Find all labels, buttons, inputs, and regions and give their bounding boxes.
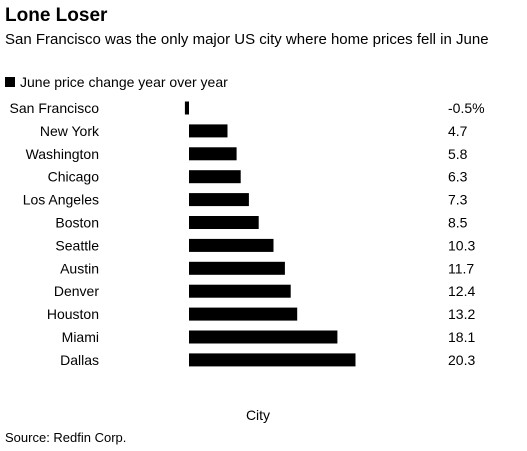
value-label-new-york: 4.7 bbox=[448, 123, 468, 139]
chart-subtitle: San Francisco was the only major US city… bbox=[5, 31, 489, 48]
bar-houston bbox=[189, 307, 298, 321]
bar-dallas bbox=[189, 353, 356, 367]
category-labels: San Francisco New York Washington Chicago Lo… bbox=[10, 100, 100, 368]
chart-legend: June price change year over year bbox=[5, 72, 228, 92]
bar-washington bbox=[189, 147, 237, 161]
bar-boston bbox=[189, 216, 259, 229]
bar-denver bbox=[189, 284, 291, 298]
bar-austin bbox=[189, 261, 285, 275]
category-label-chicago: Chicago bbox=[48, 169, 100, 185]
value-label-san-francisco: -0.5% bbox=[448, 100, 485, 116]
value-label-austin: 11.7 bbox=[448, 260, 474, 276]
value-label-los-angeles: 7.3 bbox=[448, 192, 468, 208]
chart-title: Lone Loser bbox=[5, 5, 108, 26]
category-label-austin: Austin bbox=[60, 260, 99, 276]
value-label-chicago: 6.3 bbox=[448, 169, 468, 185]
category-label-washington: Washington bbox=[26, 146, 99, 162]
legend-swatch bbox=[5, 77, 15, 87]
category-label-houston: Houston bbox=[47, 306, 99, 322]
bars bbox=[184, 101, 356, 367]
bar-san-francisco bbox=[184, 101, 189, 115]
category-label-dallas: Dallas bbox=[60, 352, 99, 368]
category-label-seattle: Seattle bbox=[55, 237, 99, 253]
category-label-boston: Boston bbox=[55, 215, 99, 231]
value-label-washington: 5.8 bbox=[448, 146, 468, 162]
bar-los-angeles bbox=[189, 193, 249, 207]
value-label-seattle: 10.3 bbox=[448, 237, 475, 253]
bar-new-york bbox=[189, 124, 228, 138]
bar-miami bbox=[189, 330, 338, 344]
category-label-miami: Miami bbox=[62, 329, 99, 345]
category-label-new-york: New York bbox=[40, 123, 100, 139]
category-label-denver: Denver bbox=[54, 283, 99, 299]
bar-seattle bbox=[189, 238, 274, 252]
value-label-denver: 12.4 bbox=[448, 283, 475, 299]
value-label-dallas: 20.3 bbox=[448, 352, 475, 368]
category-label-los-angeles: Los Angeles bbox=[23, 192, 99, 208]
legend-label: June price change year over year bbox=[20, 74, 228, 90]
x-axis-label: City bbox=[246, 407, 270, 423]
value-label-boston: 8.5 bbox=[448, 215, 468, 231]
value-labels: -0.5% 4.7 5.8 6.3 7.3 8.5 10.3 11.7 12.4 13.2 18.1… bbox=[448, 100, 485, 368]
value-label-miami: 18.1 bbox=[448, 329, 475, 345]
source-note: Source: Redfin Corp. bbox=[5, 430, 127, 445]
category-label-san-francisco: San Francisco bbox=[10, 100, 100, 116]
bar-chicago bbox=[189, 170, 241, 184]
value-label-houston: 13.2 bbox=[448, 306, 475, 322]
